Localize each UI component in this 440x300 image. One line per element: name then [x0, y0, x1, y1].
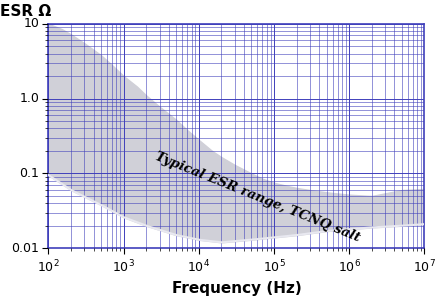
Text: Typical ESR range, TCNQ salt: Typical ESR range, TCNQ salt — [153, 150, 362, 244]
Text: 0.01: 0.01 — [11, 242, 39, 255]
Text: 10: 10 — [23, 17, 39, 30]
Text: ESR Ω: ESR Ω — [0, 4, 51, 19]
X-axis label: Frequency (Hz): Frequency (Hz) — [172, 281, 301, 296]
Text: 1.0: 1.0 — [19, 92, 39, 105]
Text: 0.1: 0.1 — [19, 167, 39, 180]
